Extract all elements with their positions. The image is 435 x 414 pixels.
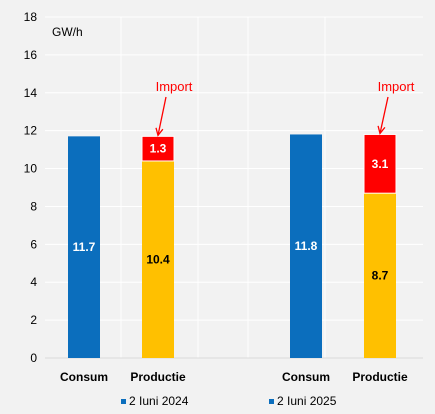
category-label: Productie [352, 370, 408, 384]
import-arrow-head [155, 127, 164, 137]
category-label: Consum [282, 370, 330, 384]
bar-segment-consum [68, 136, 100, 358]
import-annotation: Import [156, 79, 193, 94]
data-label: 10.4 [146, 252, 170, 266]
y-tick-label: 4 [30, 275, 37, 289]
bar-segment-productie [363, 133, 397, 194]
legend-label: 2 Iuni 2025 [277, 394, 337, 408]
y-tick-label: 0 [30, 351, 37, 365]
y-tick-label: 14 [24, 86, 38, 100]
bar-segment-consum [290, 134, 322, 358]
y-tick-label: 8 [30, 199, 37, 213]
y-unit-label: GW/h [52, 25, 83, 39]
import-arrow-line [157, 96, 167, 136]
data-label: 11.8 [295, 239, 318, 253]
data-label: 11.7 [73, 240, 96, 254]
y-tick-label: 18 [24, 10, 38, 24]
bar-segment-productie [142, 160, 174, 358]
legend-swatch [121, 399, 126, 404]
y-tick-label: 16 [24, 48, 38, 62]
y-tick-label: 12 [24, 124, 38, 138]
y-tick-label: 10 [24, 162, 38, 176]
bar-segment-productie [141, 135, 175, 162]
data-label: 3.1 [372, 157, 389, 171]
import-arrow-head [377, 125, 386, 135]
y-tick-label: 2 [30, 313, 37, 327]
plot-area [45, 17, 423, 358]
category-label: Consum [60, 370, 108, 384]
y-tick-label: 6 [30, 237, 37, 251]
data-label: 1.3 [150, 142, 167, 156]
data-label: 8.7 [372, 269, 389, 283]
bar-segment-productie [364, 193, 396, 358]
legend-label: 2 Iuni 2024 [129, 394, 189, 408]
legend-swatch [269, 399, 274, 404]
category-label: Productie [130, 370, 186, 384]
import-arrow-line [379, 96, 389, 134]
import-annotation: Import [378, 79, 415, 94]
